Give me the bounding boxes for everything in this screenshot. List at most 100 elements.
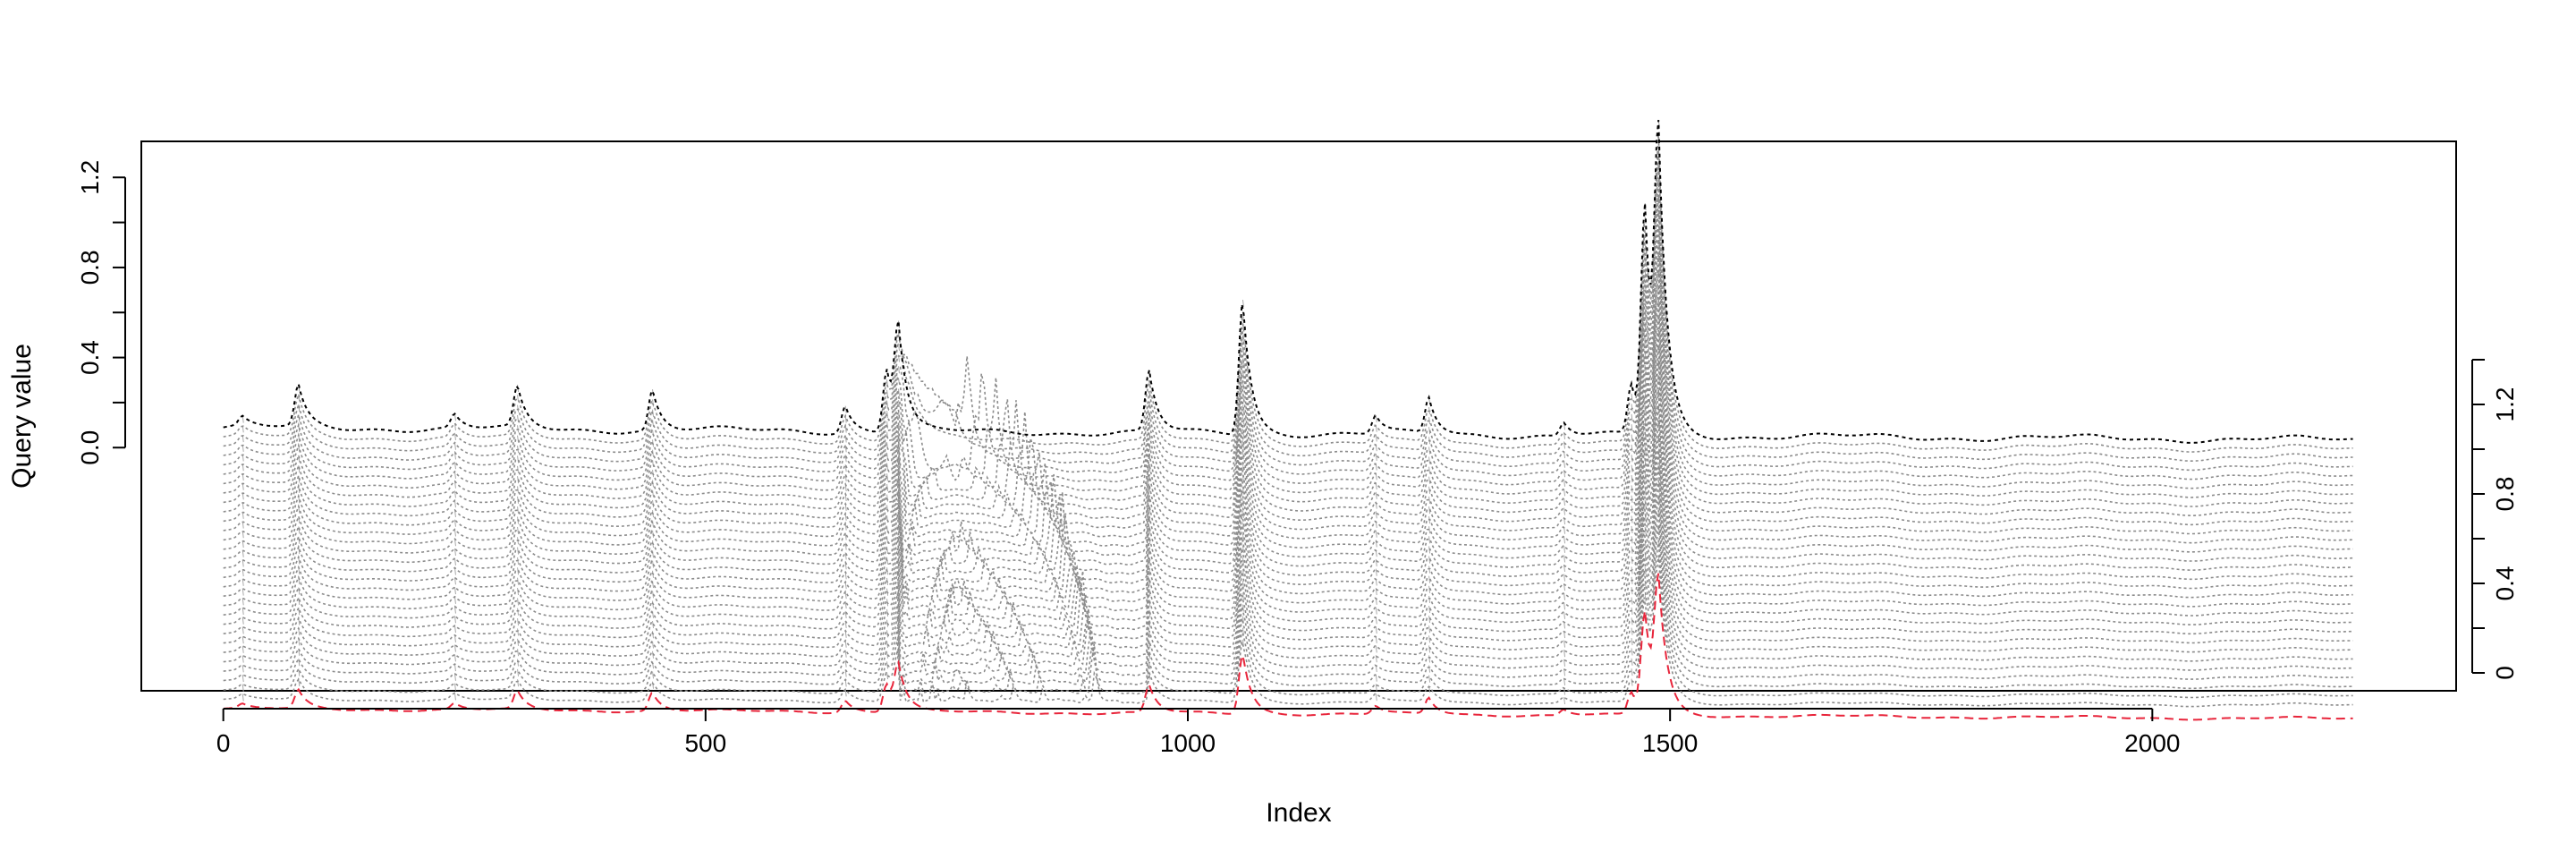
warping-link (517, 649, 520, 657)
warping-link (1375, 684, 1377, 692)
warped-series-line (223, 375, 2353, 599)
warping-link (1428, 635, 1431, 643)
warping-link (897, 400, 900, 408)
warping-link (886, 651, 889, 659)
warped-series-line (223, 420, 2353, 626)
warping-link (1428, 665, 1431, 673)
warping-link (886, 400, 889, 408)
warping-link (1375, 453, 1377, 461)
warping-link (1563, 545, 1566, 553)
warping-link (242, 598, 244, 606)
warping-link (453, 673, 456, 681)
warping-link (652, 580, 655, 589)
warping-link (1428, 616, 1431, 624)
warping-link (1428, 625, 1431, 634)
warped-series-line (223, 540, 2353, 699)
warping-link (1631, 455, 1633, 463)
warping-link (242, 665, 244, 673)
warping-link (1563, 659, 1566, 667)
warping-link (1241, 300, 1244, 308)
warping-link (1241, 510, 1244, 518)
warped-series-line (223, 209, 2353, 498)
warped-series-line (223, 194, 2353, 489)
warping-link (453, 500, 456, 508)
warping-link (453, 577, 456, 585)
y-tick-label-left: 0.0 (76, 430, 104, 465)
y-tick-label-right: 1.2 (2491, 387, 2519, 422)
x-tick-label: 1500 (1642, 729, 1698, 757)
warping-link (1241, 592, 1244, 600)
warping-link (1631, 434, 1633, 442)
warping-link (453, 413, 456, 421)
warping-link (1631, 627, 1633, 635)
warped-series-line (223, 390, 2353, 608)
warping-link (844, 582, 847, 590)
warping-link (1241, 498, 1244, 506)
warping-link (1631, 413, 1633, 421)
warping-link (1375, 558, 1377, 566)
warping-link (652, 550, 655, 558)
warping-link (1631, 444, 1633, 452)
warping-link (1241, 604, 1244, 612)
warping-link (517, 659, 520, 667)
warping-link (517, 526, 520, 534)
warping-link (1241, 581, 1244, 589)
warped-series-line (223, 269, 2353, 535)
warping-link (517, 628, 520, 636)
warping-link (886, 546, 889, 555)
warped-series-line (223, 360, 2353, 590)
warping-link (844, 610, 847, 619)
warping-link (517, 587, 520, 596)
warping-link (453, 606, 456, 614)
warped-series-line (223, 285, 2353, 544)
warping-link (897, 388, 900, 396)
warping-link (242, 607, 244, 616)
warped-series-line (223, 525, 2353, 690)
warping-link (453, 616, 456, 624)
warping-link (1563, 697, 1566, 705)
warping-link (886, 411, 889, 419)
warping-link (1563, 507, 1566, 515)
series-lines (223, 120, 2353, 721)
warping-link (1631, 648, 1633, 656)
warping-link (1241, 569, 1244, 577)
warping-link (1375, 655, 1377, 663)
warped-series-line (223, 134, 2353, 453)
warping-link (1428, 536, 1431, 544)
warping-link (1428, 645, 1431, 653)
warping-link (1241, 522, 1244, 530)
warping-link (517, 476, 520, 484)
warping-link (886, 421, 889, 429)
warping-link (453, 539, 456, 547)
warping-link (517, 547, 520, 555)
warping-link (242, 626, 244, 634)
warping-link (1375, 530, 1377, 538)
warping-link (844, 640, 847, 648)
warped-series-line (223, 555, 2353, 708)
warping-link (1631, 668, 1633, 676)
warping-link (1428, 585, 1431, 593)
plot-frame (140, 140, 2457, 692)
warping-link (453, 529, 456, 537)
warping-link (242, 617, 244, 625)
y-tick-label-right: 0 (2491, 666, 2519, 680)
warping-link (897, 343, 900, 352)
warping-link (1631, 597, 1633, 605)
y-tick-label-left: 0.4 (76, 340, 104, 375)
warping-link (1241, 545, 1244, 554)
warping-link (1563, 650, 1566, 658)
warping-link (453, 519, 456, 527)
warping-link (1563, 460, 1566, 468)
warping-link (1631, 424, 1633, 432)
warping-link (517, 638, 520, 646)
warping-link (1563, 536, 1566, 544)
warping-link (517, 577, 520, 585)
warping-link (652, 671, 655, 679)
warped-series-line (223, 225, 2353, 507)
x-axis-title: Index (1266, 798, 1331, 828)
warping-link (453, 462, 456, 470)
warping-link (652, 560, 655, 568)
warping-link (242, 636, 244, 644)
warping-link (652, 610, 655, 618)
warping-link (1375, 607, 1377, 615)
